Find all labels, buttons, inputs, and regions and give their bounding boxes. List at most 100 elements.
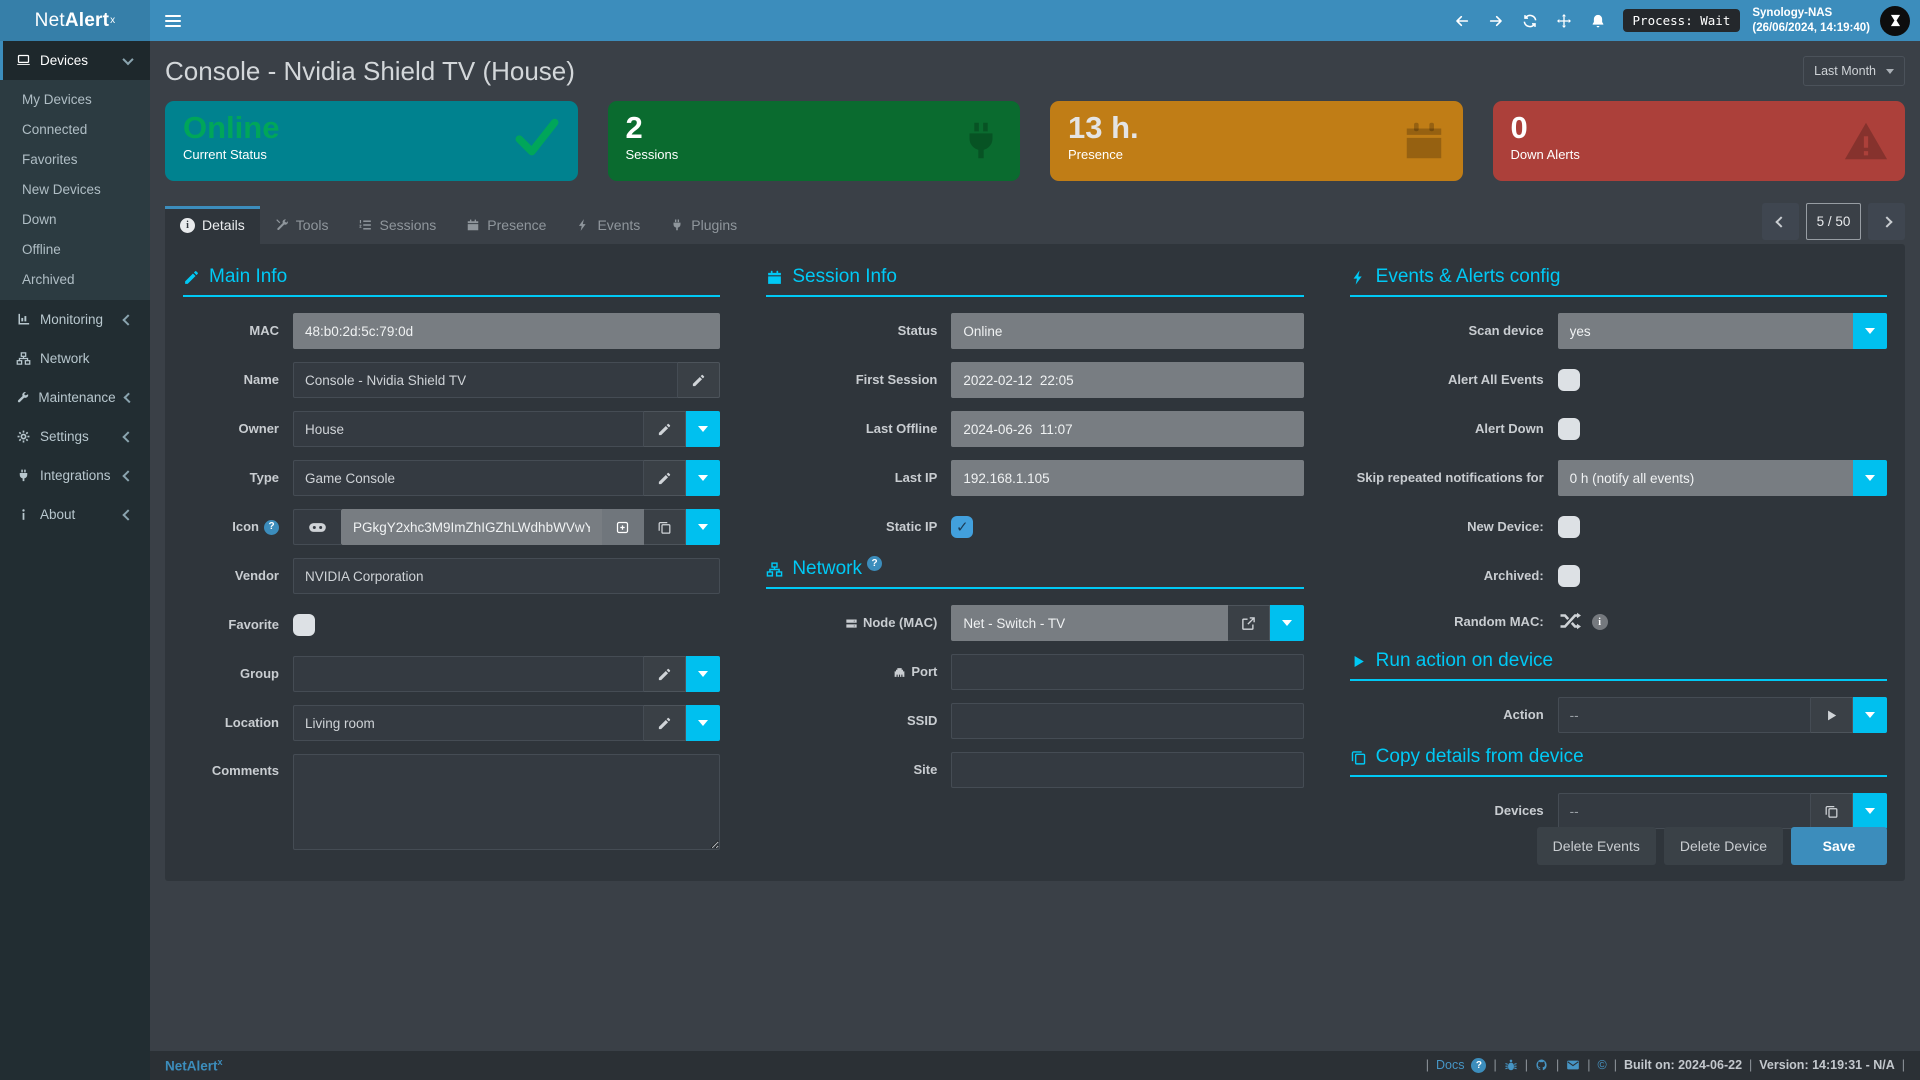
scan-device-dropdown-button[interactable] <box>1852 313 1887 349</box>
owner-field[interactable] <box>293 411 645 447</box>
bug-report-icon[interactable] <box>1504 1058 1518 1073</box>
info-circle-icon[interactable]: i <box>1591 614 1608 630</box>
skip-notifications-dropdown-button[interactable] <box>1852 460 1887 496</box>
type-field[interactable] <box>293 460 645 496</box>
tab-plugins[interactable]: Plugins <box>655 206 752 244</box>
nav-forward-button[interactable] <box>1479 0 1513 41</box>
node-dropdown-button[interactable] <box>1269 605 1304 641</box>
copy-from-device-button[interactable] <box>1810 793 1853 829</box>
delete-device-button[interactable]: Delete Device <box>1663 827 1783 865</box>
icon-copy-button[interactable] <box>644 509 687 545</box>
port-label: Port <box>766 664 951 680</box>
new-device-label: New Device: <box>1467 519 1544 535</box>
sidebar-item-about[interactable]: About <box>0 495 150 534</box>
sidebar-toggle-button[interactable] <box>150 0 196 41</box>
sidebar-item-new-devices[interactable]: New Devices <box>22 181 101 197</box>
action-dropdown-button[interactable] <box>1852 697 1887 733</box>
copy-devices-select[interactable] <box>1557 793 1811 829</box>
alert-all-events-checkbox[interactable] <box>1557 369 1580 391</box>
location-field[interactable] <box>293 705 645 741</box>
sidebar-item-monitoring[interactable]: Monitoring <box>0 300 150 339</box>
delete-events-button[interactable]: Delete Events <box>1536 827 1656 865</box>
skip-notifications-select[interactable] <box>1557 460 1853 496</box>
sidebar-item-favorites[interactable]: Favorites <box>22 151 78 167</box>
brand-logo[interactable]: Net Alert x <box>0 0 150 41</box>
sidebar-item-maintenance[interactable]: Maintenance <box>0 378 150 417</box>
notifications-bell-icon[interactable] <box>1581 0 1615 41</box>
bolt-icon <box>579 219 587 231</box>
device-icon-preview <box>293 509 341 545</box>
sidebar-item-devices[interactable]: Devices <box>0 41 150 80</box>
ssid-field[interactable] <box>951 703 1304 739</box>
period-select[interactable]: Last Month <box>1803 56 1905 86</box>
alert-down-checkbox[interactable] <box>1557 418 1580 440</box>
card-label: Down Alerts <box>1510 146 1580 162</box>
scan-device-select[interactable] <box>1557 313 1853 349</box>
tab-events[interactable]: Events <box>561 206 655 244</box>
prev-device-button[interactable] <box>1762 203 1799 240</box>
node-open-link-button[interactable] <box>1227 605 1270 641</box>
group-edit-button[interactable] <box>644 656 687 692</box>
refresh-button[interactable] <box>1513 0 1547 41</box>
nav-back-button[interactable] <box>1445 0 1479 41</box>
user-avatar[interactable] <box>1880 5 1910 36</box>
caret-down-icon <box>698 426 709 432</box>
docs-link[interactable]: Docs <box>1435 1058 1465 1073</box>
type-dropdown-button[interactable] <box>686 460 721 496</box>
icon-label: Icon? <box>183 519 293 535</box>
help-question-icon[interactable]: ? <box>264 519 279 535</box>
sidebar-item-network[interactable]: Network <box>0 339 150 378</box>
name-edit-button[interactable] <box>678 362 721 398</box>
port-field[interactable] <box>951 654 1304 690</box>
next-device-button[interactable] <box>1868 203 1905 240</box>
owner-edit-button[interactable] <box>644 411 687 447</box>
comments-field[interactable] <box>293 754 721 850</box>
version-info: Version: 14:19:31 - N/A <box>1759 1058 1895 1073</box>
sidebar-item-down[interactable]: Down <box>22 211 57 227</box>
sidebar-item-integrations[interactable]: Integrations <box>0 456 150 495</box>
sidebar-item-offline[interactable]: Offline <box>22 241 61 257</box>
site-field[interactable] <box>951 752 1304 788</box>
save-button[interactable]: Save <box>1791 827 1887 865</box>
email-icon[interactable] <box>1566 1058 1580 1073</box>
tab-presence[interactable]: Presence <box>451 206 561 244</box>
tab-sessions[interactable]: Sessions <box>343 206 451 244</box>
sidebar-item-my-devices[interactable]: My Devices <box>22 91 92 107</box>
footer-brand[interactable]: NetAlertx <box>165 1057 223 1074</box>
page-title: Console - Nvidia Shield TV (House) <box>165 55 575 86</box>
move-button[interactable] <box>1547 0 1581 41</box>
name-field[interactable] <box>293 362 679 398</box>
sidebar-item-archived[interactable]: Archived <box>22 271 75 287</box>
icon-add-button[interactable] <box>602 509 645 545</box>
icon-dropdown-button[interactable] <box>686 509 721 545</box>
sidebar-item-connected[interactable]: Connected <box>22 121 88 137</box>
tab-tools[interactable]: Tools <box>260 206 344 244</box>
pencil-icon <box>659 423 671 435</box>
location-dropdown-button[interactable] <box>686 705 721 741</box>
separator: | <box>1493 1058 1497 1073</box>
group-dropdown-button[interactable] <box>686 656 721 692</box>
sidebar-item-settings[interactable]: Settings <box>0 417 150 456</box>
ssid-label: SSID <box>906 713 938 729</box>
group-field[interactable] <box>293 656 645 692</box>
help-question-icon[interactable]: ? <box>1471 1057 1487 1073</box>
new-device-checkbox[interactable] <box>1557 516 1580 538</box>
copy-devices-dropdown-button[interactable] <box>1852 793 1887 829</box>
action-select[interactable] <box>1557 697 1811 733</box>
node-mac-label: Node (MAC) <box>766 615 951 631</box>
chevron-left-icon <box>122 430 134 443</box>
type-edit-button[interactable] <box>644 460 687 496</box>
tab-details[interactable]: i Details <box>165 206 260 244</box>
ethernet-icon <box>894 667 905 677</box>
plug-icon <box>673 219 681 231</box>
location-edit-button[interactable] <box>644 705 687 741</box>
static-ip-checkbox[interactable] <box>951 516 974 538</box>
help-question-icon[interactable]: ? <box>867 556 883 571</box>
owner-dropdown-button[interactable] <box>686 411 721 447</box>
run-action-button[interactable] <box>1810 697 1853 733</box>
caret-down-icon <box>1864 712 1875 718</box>
archived-checkbox[interactable] <box>1557 565 1580 587</box>
vendor-field[interactable] <box>293 558 721 594</box>
favorite-checkbox[interactable] <box>293 614 315 636</box>
github-icon[interactable] <box>1535 1058 1549 1073</box>
